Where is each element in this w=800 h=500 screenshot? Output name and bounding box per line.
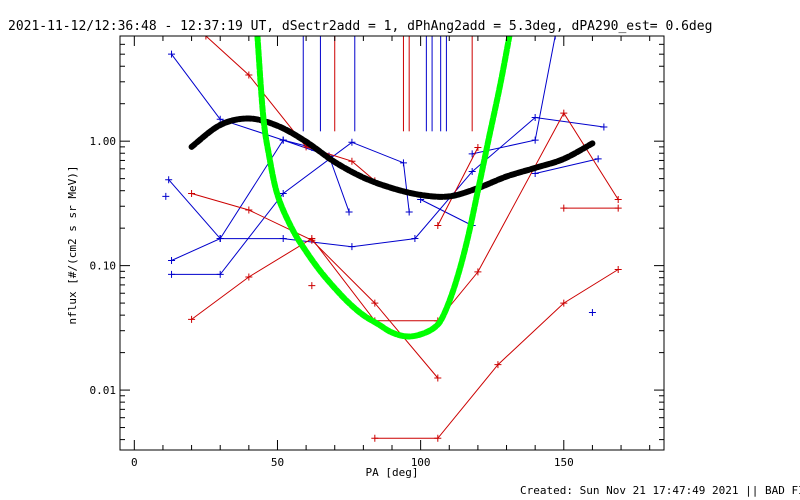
data-point-9-0: [202, 36, 210, 40]
data-point-13-1: [474, 143, 482, 151]
data-point-11-1: [245, 273, 253, 281]
data-point-1-2: [279, 136, 287, 144]
data-point-7-1: [594, 155, 602, 163]
data-point-10-4: [434, 374, 442, 382]
data-point-3-1: [279, 235, 287, 243]
data-point-12-1: [434, 434, 442, 442]
data-point-1-0: [168, 256, 176, 264]
data-point-9-1: [245, 71, 253, 79]
series-line-4: [168, 179, 221, 239]
data-point-2-0: [168, 270, 176, 278]
fit-curve-green: [254, 36, 513, 340]
data-point-11-0: [188, 315, 196, 323]
data-point-10-1: [245, 206, 253, 214]
data-point-7-0: [531, 169, 539, 177]
data-point-14-0: [560, 204, 568, 212]
plot-area: [162, 36, 622, 442]
series-line-12: [374, 269, 619, 439]
chart-title: 2021-11-12/12:36:48 - 12:37:19 UT, dSect…: [8, 19, 712, 34]
series-line-5: [420, 199, 473, 226]
data-point-0-0: [168, 50, 176, 58]
x-axis-label: PA [deg]: [366, 466, 419, 479]
data-point-3-3: [411, 235, 419, 243]
data-point-9-3: [348, 157, 356, 165]
series-line-11: [191, 112, 619, 322]
data-point-8-0: [162, 192, 170, 200]
y-axis-label: nflux [#/(cm2 s sr MeV)]: [66, 166, 79, 325]
data-point-10-3: [371, 299, 379, 307]
data-point-3-5: [531, 113, 539, 121]
data-point-8-1: [588, 309, 596, 317]
y-tick-label-1: 0.10: [90, 260, 117, 273]
data-point-12-4: [614, 266, 622, 274]
data-point-14-1: [614, 204, 622, 212]
x-tick-label-2: 100: [411, 456, 431, 469]
data-point-12-2: [494, 361, 502, 369]
data-point-2-5: [405, 208, 413, 216]
data-point-6-2: [551, 36, 559, 40]
series-line-2: [171, 141, 410, 275]
data-point-12-0: [371, 434, 379, 442]
data-point-11-2: [308, 235, 316, 243]
data-point-13-0: [434, 222, 442, 230]
axes: 0 50 100 150 0.01 0.10 1.00: [90, 35, 665, 469]
y-tick-label-2: 1.00: [90, 135, 117, 148]
data-point-2-2: [279, 189, 287, 197]
data-point-4-1: [216, 235, 224, 243]
data-point-15-0: [308, 282, 316, 290]
series-line-1: [171, 139, 312, 261]
data-point-6-1: [531, 136, 539, 144]
data-point-12-3: [560, 299, 568, 307]
x-tick-label-0: 0: [131, 456, 138, 469]
data-point-2-4: [399, 159, 407, 167]
series-line-13: [437, 147, 479, 226]
series-line-7: [535, 158, 599, 174]
data-point-0-4: [345, 208, 353, 216]
data-point-2-1: [216, 270, 224, 278]
data-point-3-6: [600, 123, 608, 131]
x-tick-label-3: 150: [554, 456, 574, 469]
y-tick-label-0: 0.01: [90, 384, 117, 397]
data-point-4-0: [165, 176, 173, 184]
data-point-10-0: [188, 189, 196, 197]
series-line-9: [205, 36, 376, 182]
data-point-3-4: [468, 168, 476, 176]
footer-text: Created: Sun Nov 21 17:47:49 2021 || BAD…: [520, 484, 800, 497]
series-line-3: [220, 116, 604, 248]
x-tick-label-1: 50: [271, 456, 284, 469]
data-point-2-3: [348, 138, 356, 146]
data-point-11-7: [614, 195, 622, 203]
data-point-11-5: [474, 268, 482, 276]
data-point-3-2: [348, 243, 356, 251]
data-point-0-1: [216, 115, 224, 123]
fit-curve-black: [188, 115, 596, 200]
data-point-11-6: [560, 109, 568, 117]
plot-frame: [119, 35, 665, 451]
